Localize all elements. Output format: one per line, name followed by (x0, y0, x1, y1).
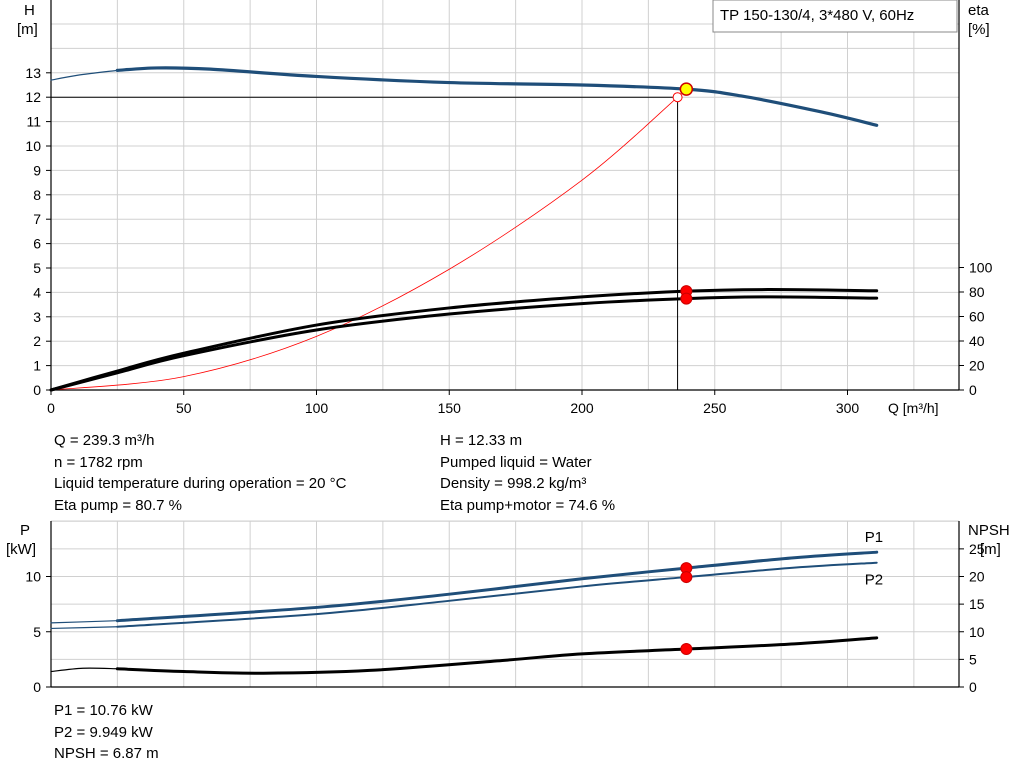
tick-label-h: 3 (33, 309, 41, 325)
tick-label-npsh: 25 (969, 541, 985, 557)
tick-label-h: 12 (25, 89, 41, 105)
tick-label-h: 0 (33, 382, 41, 398)
y-axis-label-npsh: NPSH (968, 522, 1010, 539)
info-top-left: Q = 239.3 m³/h n = 1782 rpm Liquid tempe… (54, 430, 346, 516)
tick-label-npsh: 5 (969, 651, 977, 667)
tick-label-h: 5 (33, 260, 41, 276)
info-top-right: H = 12.33 m Pumped liquid = Water Densit… (440, 430, 615, 516)
series-P2-extension (50, 626, 118, 630)
tick-label-h: 13 (25, 65, 41, 81)
series-head-extension (50, 69, 118, 81)
tick-label-q: 100 (305, 400, 329, 416)
tick-label-q: 250 (703, 400, 727, 416)
op-marker-p2 (680, 571, 693, 584)
tick-label-npsh: 20 (969, 569, 985, 585)
info-p1: P1 = 10.76 kW (54, 702, 153, 719)
tick-label-eta: 20 (969, 358, 985, 374)
info-density: Density = 998.2 kg/m³ (440, 475, 587, 492)
y-axis-label-eta: eta (968, 2, 990, 19)
series-head (115, 66, 879, 127)
tick-label-eta: 0 (969, 382, 977, 398)
tick-label-h: 7 (33, 211, 41, 227)
power-npsh-plot: 0 5 10 0 5 10 15 20 25 P [kW] NPSH [m] P1 P2 (6, 520, 1010, 695)
series-npsh (115, 636, 879, 675)
series-label-P1: P1 (865, 529, 883, 546)
tick-label-p: 5 (33, 624, 41, 640)
info-p2: P2 = 9.949 kW (54, 723, 153, 741)
x-axis-label: Q [m³/h] (888, 400, 939, 416)
op-marker-eta-total (680, 292, 693, 305)
tick-label-eta: 40 (969, 333, 985, 349)
tick-label-h: 6 (33, 236, 41, 252)
tick-label-q: 150 (438, 400, 462, 416)
y-axis-unit-h: [m] (17, 21, 38, 38)
y-axis-unit-npsh: [m] (980, 541, 1001, 558)
info-head: H = 12.33 m (440, 432, 523, 449)
tick-label-q: 300 (836, 400, 860, 416)
info-temperature: Liquid temperature during operation = 20… (54, 475, 347, 492)
tick-label-h: 8 (33, 187, 41, 203)
tick-label-eta: 60 (969, 309, 985, 325)
y-axis-label-h: H (24, 2, 35, 19)
title-box (712, 0, 958, 33)
tick-label-npsh: 15 (969, 596, 985, 612)
tick-label-h: 10 (25, 138, 41, 154)
series-eta-pump-motor (49, 295, 879, 392)
tick-label-eta: 80 (969, 284, 985, 300)
y-axis-label-p: P (20, 522, 30, 539)
tick-label-npsh: 0 (969, 679, 977, 695)
tick-label-p: 10 (25, 569, 41, 585)
op-marker-npsh (680, 643, 693, 656)
tick-label-h: 9 (33, 162, 41, 178)
series-P2 (116, 561, 878, 628)
tick-label-npsh: 10 (969, 624, 985, 640)
y-axis-unit-eta: [%] (968, 21, 990, 38)
info-liquid: Pumped liquid = Water (440, 453, 592, 471)
tick-label-q: 200 (570, 400, 594, 416)
tick-label-h: 1 (33, 358, 41, 374)
tick-label-q: 50 (176, 400, 192, 416)
info-npsh: NPSH = 6.87 m (54, 745, 159, 762)
series-P1 (115, 550, 879, 623)
y-axis-unit-p: [kW] (6, 541, 36, 558)
drop-point-marker (672, 92, 683, 103)
series-label-P2: P2 (865, 572, 883, 589)
series-eta-pump (49, 288, 879, 392)
info-bottom: P1 = 10.76 kW P2 = 9.949 kW NPSH = 6.87 … (54, 700, 159, 765)
op-marker-head (679, 82, 694, 96)
info-speed: n = 1782 rpm (54, 453, 143, 471)
tick-label-h: 11 (26, 114, 41, 130)
info-flow: Q = 239.3 m³/h (54, 432, 155, 449)
tick-label-p: 0 (33, 679, 41, 695)
series-system-curve (50, 96, 678, 391)
series-npsh-extension (50, 667, 118, 673)
chart-title: TP 150-130/4, 3*480 V, 60Hz (720, 7, 914, 24)
series-P1-extension (50, 620, 118, 624)
info-eta-pump: Eta pump = 80.7 % (54, 496, 182, 514)
info-eta-total: Eta pump+motor = 74.6 % (440, 496, 616, 514)
tick-label-h: 2 (33, 333, 41, 349)
tick-label-eta: 100 (969, 260, 993, 276)
tick-label-q: 0 (47, 400, 55, 416)
tick-label-h: 4 (33, 284, 41, 300)
